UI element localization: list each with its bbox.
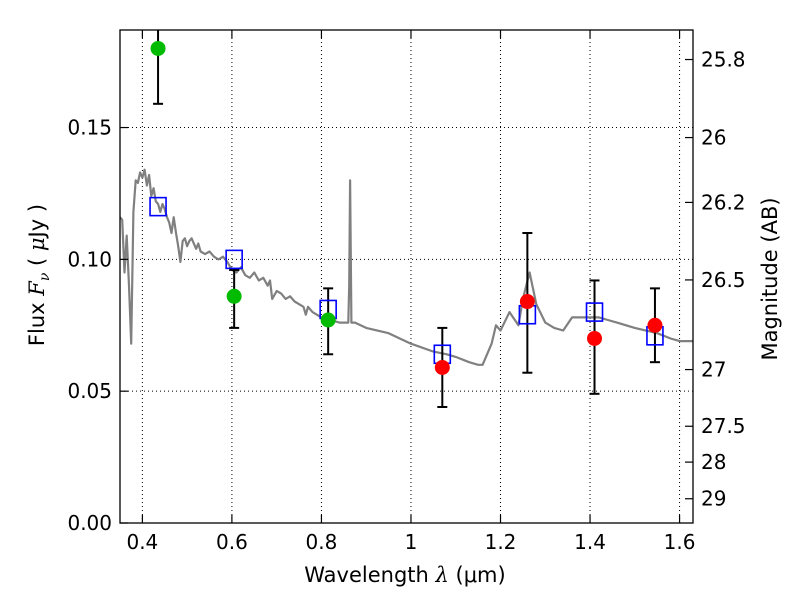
magnitude-tick-label: 27 xyxy=(701,358,726,382)
y2-axis-label: Magnitude (AB) xyxy=(758,197,782,360)
red-data-point xyxy=(519,294,535,310)
axis-ticks: 0.4 0.6 0.8 1 1.2 1.4 1.6 0.00 0.05 0.10 0.15 25.8 2… xyxy=(67,30,746,554)
green-data-point xyxy=(226,288,242,304)
magnitude-tick-label: 25.8 xyxy=(701,48,746,72)
magnitude-tick-label: 28 xyxy=(701,450,726,474)
x-axis-label: Wavelength λ (μm) xyxy=(304,563,505,587)
x-tick-label: 1.6 xyxy=(664,530,696,554)
plot-frame xyxy=(119,29,694,524)
model-spectrum-line xyxy=(119,168,693,366)
model-spectrum xyxy=(119,168,693,366)
x-tick-label: 1 xyxy=(405,530,418,554)
data-points xyxy=(149,40,664,375)
magnitude-tick-label: 26 xyxy=(701,126,726,150)
magnitude-tick-label: 26.2 xyxy=(701,190,746,214)
red-data-point xyxy=(434,359,450,375)
red-data-point xyxy=(647,317,663,333)
green-data-point xyxy=(150,40,166,56)
model-point-square xyxy=(585,302,604,322)
model-point-square xyxy=(225,249,243,270)
error-bars xyxy=(153,30,660,408)
x-tick-label: 1.2 xyxy=(485,530,517,554)
red-data-point xyxy=(587,330,603,346)
model-point-square xyxy=(149,196,167,217)
x-tick-label: 0.4 xyxy=(126,530,158,554)
x-tick-label: 0.6 xyxy=(216,530,248,554)
x-tick-label: 0.8 xyxy=(306,530,338,554)
green-data-point xyxy=(320,312,336,328)
magnitude-tick-label: 27.5 xyxy=(701,414,746,438)
magnitude-tick-label: 29 xyxy=(701,487,726,511)
y-tick-label: 0.10 xyxy=(67,247,112,271)
x-tick-label: 1.4 xyxy=(574,530,606,554)
y-tick-label: 0.05 xyxy=(67,379,112,403)
y-tick-label: 0.00 xyxy=(67,511,112,535)
y-axis-label: Flux Fν ( μJy ) xyxy=(25,204,53,346)
grid-lines xyxy=(120,30,693,523)
magnitude-tick-label: 26.5 xyxy=(701,268,746,292)
y-tick-label: 0.15 xyxy=(67,116,112,140)
